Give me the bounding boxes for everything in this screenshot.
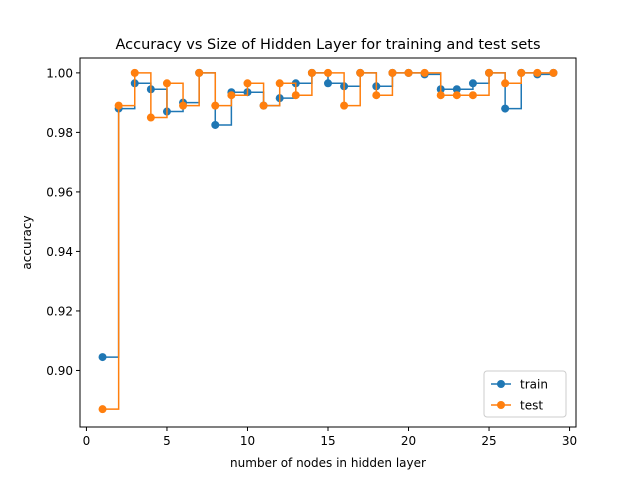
x-tick-label: 20 — [401, 434, 416, 448]
x-tick-label: 15 — [320, 434, 335, 448]
data-point-test — [259, 101, 268, 110]
y-tick-label: 0.90 — [46, 364, 73, 378]
data-point-test — [307, 68, 316, 77]
data-point-test — [291, 91, 300, 100]
data-point-test — [340, 101, 349, 110]
data-point-test — [517, 68, 526, 77]
data-point-test — [130, 68, 139, 77]
legend-swatch-marker — [497, 380, 505, 388]
y-tick-label: 0.94 — [46, 245, 73, 259]
data-point-train — [324, 79, 332, 88]
legend: train test — [483, 370, 567, 418]
data-point-test — [211, 101, 220, 110]
data-point-train — [468, 79, 477, 88]
x-tick-label: 0 — [83, 434, 91, 448]
data-point-test — [549, 68, 558, 77]
chart-title: Accuracy vs Size of Hidden Layer for tra… — [116, 37, 541, 53]
data-point-test — [324, 68, 332, 77]
data-point-test — [388, 68, 397, 77]
data-point-test — [468, 91, 477, 100]
legend-swatch-marker — [497, 401, 505, 409]
data-point-test — [179, 101, 188, 110]
data-point-test — [372, 91, 381, 100]
legend-label: train — [520, 378, 548, 392]
x-axis-label: number of nodes in hidden layer — [230, 456, 426, 470]
data-point-train — [452, 85, 461, 94]
data-point-train — [501, 104, 510, 113]
y-tick-label: 0.92 — [46, 304, 73, 318]
x-axis: 0 5 10 15 20 25 30 — [83, 427, 577, 448]
data-point-train — [211, 120, 220, 129]
y-tick-label: 0.98 — [46, 126, 73, 140]
data-point-test — [404, 68, 413, 77]
data-point-test — [195, 68, 204, 77]
data-point-test — [452, 91, 461, 100]
legend-item-test: test — [491, 399, 543, 413]
data-point-test — [436, 91, 445, 100]
legend-item-train: train — [491, 378, 548, 392]
x-tick-label: 10 — [240, 434, 255, 448]
data-point-test — [227, 91, 236, 100]
data-point-test — [501, 79, 510, 88]
data-point-test — [275, 79, 284, 88]
x-tick-label: 5 — [163, 434, 171, 448]
data-point-test — [420, 68, 429, 77]
x-tick-label: 30 — [562, 434, 577, 448]
data-point-test — [485, 68, 494, 77]
series-test — [98, 68, 558, 414]
data-point-train — [98, 353, 107, 362]
legend-label: test — [520, 399, 543, 413]
y-tick-label: 0.96 — [46, 185, 73, 199]
data-point-test — [243, 79, 252, 88]
data-point-test — [356, 68, 365, 77]
y-axis-label: accuracy — [20, 215, 34, 269]
y-tick-label: 1.00 — [46, 66, 73, 80]
y-axis: 0.90 0.92 0.94 0.96 0.98 1.00 — [46, 66, 80, 378]
x-tick-label: 25 — [481, 434, 496, 448]
data-point-test — [146, 113, 155, 122]
data-point-test — [114, 101, 123, 110]
data-point-test — [162, 79, 171, 88]
series-layer — [98, 68, 558, 414]
data-point-test — [533, 68, 542, 77]
data-point-test — [98, 405, 107, 414]
